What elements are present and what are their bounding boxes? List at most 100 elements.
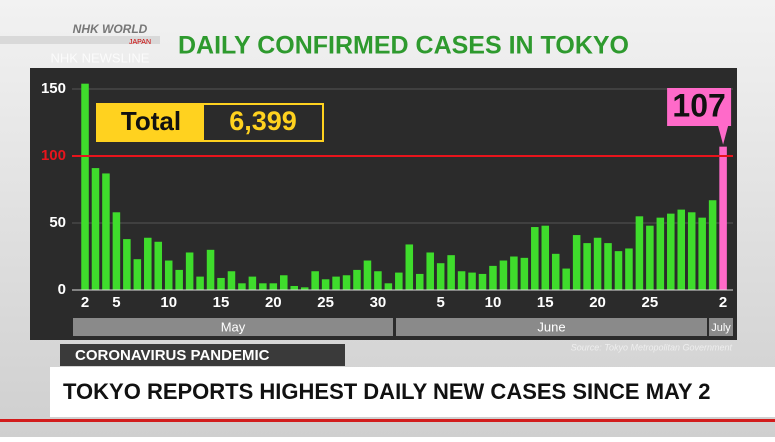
tag: CORONAVIRUS PANDEMIC <box>75 347 270 364</box>
callout-arrow <box>718 126 729 145</box>
bar <box>133 259 142 290</box>
bar <box>353 269 361 290</box>
bar <box>185 252 194 290</box>
bar <box>478 273 487 290</box>
brand-strip <box>0 36 160 44</box>
bar <box>708 200 717 290</box>
tag-bg <box>60 344 345 366</box>
bar <box>154 241 163 290</box>
month-band <box>73 318 393 336</box>
y-tick-label: 0 <box>58 281 66 298</box>
bar <box>457 271 466 290</box>
headline: TOKYO REPORTS HIGHEST DAILY NEW CASES SI… <box>63 379 711 404</box>
bar <box>551 253 560 290</box>
bar <box>395 272 403 290</box>
bar <box>667 213 675 290</box>
x-tick-label: 15 <box>213 294 230 311</box>
y-tick-label: 100 <box>41 147 66 164</box>
bar <box>91 168 100 290</box>
y-tick-label: 150 <box>41 80 66 97</box>
bar <box>541 225 550 290</box>
callout-label: 107 <box>672 87 725 123</box>
bar <box>363 260 372 290</box>
bar <box>698 217 706 290</box>
headline-bg <box>50 367 775 417</box>
bar <box>499 260 508 290</box>
month-band <box>709 318 733 336</box>
bar <box>447 255 455 290</box>
x-tick-label: 5 <box>112 294 120 311</box>
bar <box>311 271 319 290</box>
bar <box>531 227 539 290</box>
bar <box>196 276 204 290</box>
bar <box>290 285 298 290</box>
bar <box>687 212 696 290</box>
bar <box>614 251 623 290</box>
bar <box>572 235 581 290</box>
bar <box>719 146 727 290</box>
brand: NHK WORLD <box>73 22 148 36</box>
month-band <box>396 318 707 336</box>
x-tick-label: 2 <box>719 294 727 311</box>
bar <box>436 263 445 290</box>
bar <box>635 216 644 290</box>
bar <box>604 243 612 290</box>
x-tick-label: 25 <box>317 294 334 311</box>
bar <box>489 265 497 290</box>
bar <box>259 283 267 290</box>
bar <box>415 273 424 290</box>
callout-box <box>667 88 732 126</box>
chart-title: DAILY CONFIRMED CASES IN TOKYO <box>178 32 629 60</box>
x-tick-label: 20 <box>265 294 282 311</box>
brand-sub: JAPAN <box>129 39 151 46</box>
bar <box>144 237 152 290</box>
bar <box>269 283 278 290</box>
x-tick-label: 5 <box>436 294 444 311</box>
total-label: Total <box>121 106 181 136</box>
bar <box>374 271 382 290</box>
bar <box>227 271 236 290</box>
x-tick-label: 25 <box>642 294 659 311</box>
bar <box>677 209 686 290</box>
bar <box>102 173 110 290</box>
x-tick-label: 20 <box>589 294 606 311</box>
x-tick-label: 30 <box>370 294 387 311</box>
x-tick-label: 15 <box>537 294 554 311</box>
source: Source: Tokyo Metropolitan Government <box>571 342 733 352</box>
month-label: June <box>537 319 565 334</box>
bar <box>164 260 173 290</box>
bar <box>248 276 257 290</box>
x-tick-label: 10 <box>485 294 502 311</box>
bar <box>112 212 121 290</box>
bar <box>656 217 665 290</box>
red-rule <box>0 419 775 422</box>
bar <box>342 275 351 290</box>
bar <box>646 225 654 290</box>
x-tick-label: 2 <box>81 294 89 311</box>
bar <box>175 269 183 290</box>
bar <box>81 83 89 290</box>
bar <box>625 248 633 290</box>
month-label: July <box>711 322 731 334</box>
total-label-bg <box>98 105 204 140</box>
bar <box>384 283 393 290</box>
bar <box>583 243 591 290</box>
y-tick-label: 50 <box>49 214 66 231</box>
bar <box>206 249 215 290</box>
bar <box>405 244 414 290</box>
bar <box>468 272 476 290</box>
bar <box>510 256 518 290</box>
x-tick-label: 10 <box>160 294 177 311</box>
bar <box>426 252 434 290</box>
bar <box>593 237 602 290</box>
program: NHK NEWSLINE <box>51 50 150 65</box>
bar <box>300 287 309 290</box>
month-label: May <box>221 319 246 334</box>
bar <box>520 257 529 290</box>
bar <box>238 283 246 290</box>
bar <box>123 239 131 290</box>
bar <box>321 279 330 290</box>
bar <box>280 275 288 290</box>
